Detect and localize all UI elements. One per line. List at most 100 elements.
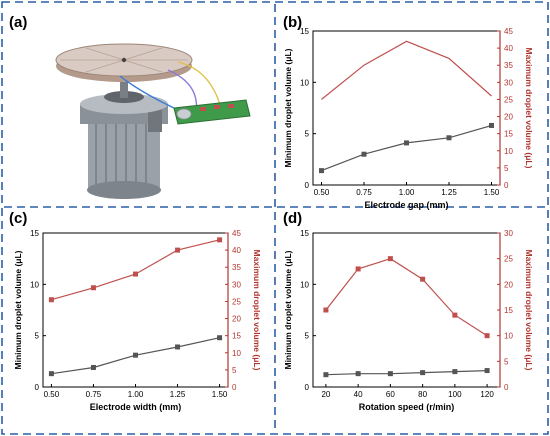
panel-b-x-tick-label: 0.75 <box>356 188 372 197</box>
panel-d-y-right-tick-label: 25 <box>504 255 513 264</box>
panel-c-y-left-tick-label: 10 <box>30 280 39 289</box>
panel-b-left-series-point <box>319 168 324 174</box>
panel-b-x-axis-label: Electrode gap (mm) <box>364 200 448 210</box>
panel-b-y-right-tick-label: 25 <box>504 95 513 104</box>
panel-d-left-series-point <box>323 372 329 378</box>
panel-d-y-right-tick-label: 30 <box>504 229 513 238</box>
panel-d-plot-frame <box>312 232 501 388</box>
panel-c-y-right-tick-label: 5 <box>232 366 237 375</box>
panel-b-left-series-point <box>361 151 367 157</box>
panel-d-left-series-point <box>387 371 393 377</box>
panel-c-right-series-point <box>175 247 181 253</box>
panel-b-label: (b) <box>283 14 302 31</box>
panel-c-y-right-axis-label: Maximum droplet volume (μL) <box>252 250 262 371</box>
panel-b-y-right-tick-label: 30 <box>504 78 513 87</box>
panel-d-left-series-point <box>355 371 361 377</box>
board-resistors <box>200 104 234 111</box>
motor-illustration <box>55 43 251 199</box>
panel-d-y-left-axis-label: Minimum droplet volume (μL) <box>283 250 293 369</box>
panel-d-right-series-point <box>323 307 329 313</box>
panel-b-y-right-tick-label: 45 <box>504 27 513 36</box>
panel-c-x-tick-label: 1.00 <box>128 390 144 399</box>
panel-d-y-left-tick-label: 0 <box>305 383 310 392</box>
panel-b-y-right-tick-label: 15 <box>504 130 513 139</box>
panel-b-y-right-tick-label: 40 <box>504 44 513 53</box>
panel-b-x-tick-label: 0.50 <box>314 188 330 197</box>
panel-b-y-left-tick-label: 5 <box>305 130 310 139</box>
panel-c-x-tick-label: 0.50 <box>44 390 60 399</box>
panel-c-left-series-point <box>90 364 96 370</box>
panel-b-y-right-tick-label: 5 <box>504 164 509 173</box>
panel-b-left-series-point <box>404 140 409 146</box>
panel-c-y-right-tick-label: 30 <box>232 280 241 289</box>
panel-b-y-left-axis-label: Minimum droplet volume (μL) <box>283 48 293 167</box>
panel-c-y-right-tick-label: 15 <box>232 332 241 341</box>
panel-d-y-right-axis-label: Maximum droplet volume (μL) <box>524 250 534 371</box>
panel-a-device-illustration: (a) <box>9 14 251 199</box>
panel-d-label: (d) <box>283 210 302 227</box>
panel-d-right-series-point <box>420 276 426 282</box>
panel-d-right-series-point <box>452 312 458 318</box>
panel-c-label: (c) <box>9 210 27 227</box>
panel-d-left-series-point <box>452 369 458 375</box>
panel-b-y-right-tick-label: 10 <box>504 147 513 156</box>
panel-c-y-right-tick-label: 40 <box>232 246 241 255</box>
panel-d-right-series-line <box>325 258 488 337</box>
panel-b-y-right-tick-label: 20 <box>504 113 513 122</box>
board-connector <box>176 108 192 120</box>
panel-c-chart: (c) 0.50 0.75 1.00 1.25 1.50 Electrode width … <box>9 210 262 412</box>
motor-top-face <box>80 94 168 114</box>
panel-c-y-right-tick-label: 0 <box>232 383 237 392</box>
motor-base <box>87 181 161 199</box>
panel-d-x-tick-label: 120 <box>480 390 494 399</box>
panel-d-left-series-line <box>325 370 488 376</box>
panel-b-right-series-line <box>321 40 492 100</box>
panel-b-y-left-tick-label: 10 <box>300 78 309 87</box>
panel-d-y-left-tick-label: 5 <box>305 332 310 341</box>
panel-c-y-left-tick-label: 15 <box>30 229 39 238</box>
panel-d-right-series-point <box>484 333 490 339</box>
panel-d-y-left-tick-label: 10 <box>300 280 309 289</box>
motor-shaft <box>120 75 128 98</box>
panel-c-y-right-tick-label: 35 <box>232 263 241 272</box>
panel-d-x-tick-label: 80 <box>418 390 427 399</box>
panel-c-plot-frame <box>42 232 229 388</box>
panel-d-x-tick-label: 40 <box>354 390 363 399</box>
panel-b-plot-frame <box>312 30 501 186</box>
panel-c-x-axis-label: Electrode width (mm) <box>90 402 182 412</box>
panel-b-y-right-axis-label: Maximum droplet volume (μL) <box>524 48 534 169</box>
panel-b-left-series-point <box>489 122 494 128</box>
panel-c-right-series-point <box>217 237 223 243</box>
panel-c-right-series-point <box>48 297 54 303</box>
panel-c-x-tick-label: 1.25 <box>170 390 186 399</box>
panel-b-y-left-tick-label: 0 <box>305 181 310 190</box>
panel-d-x-tick-label: 20 <box>321 390 330 399</box>
panel-b-left-series-line <box>321 124 492 172</box>
disk-center-pin <box>121 57 127 63</box>
panel-d-left-series-point <box>484 368 490 374</box>
panel-c-y-right-tick-label: 25 <box>232 297 241 306</box>
panel-d-left-series-point <box>420 370 426 376</box>
panel-c-right-series-point <box>90 285 96 291</box>
panel-c-left-series-point <box>217 335 223 341</box>
panel-c-x-tick-label: 0.75 <box>86 390 102 399</box>
panel-b-y-right-tick-label: 0 <box>504 181 509 190</box>
panel-c-right-series-point <box>133 271 138 277</box>
panel-a-label: (a) <box>9 14 27 31</box>
panel-d-y-right-tick-label: 20 <box>504 280 513 289</box>
panel-b-x-tick-label: 1.00 <box>399 188 415 197</box>
panel-c-left-series-point <box>133 352 138 358</box>
panel-c-y-right-tick-label: 10 <box>232 349 241 358</box>
motor-fins <box>95 122 147 188</box>
panel-b-y-left-tick-label: 15 <box>300 27 309 36</box>
panel-d-right-series-point <box>355 266 361 272</box>
panel-b-x-tick-label: 1.50 <box>484 188 500 197</box>
panel-d-y-left-tick-label: 15 <box>300 229 309 238</box>
panel-b-chart: (b) 0.50 0.75 1.00 1.25 1.50 Electrode gap (m… <box>283 14 534 210</box>
motor-terminal-box <box>148 106 162 132</box>
panel-c-y-right-tick-label: 45 <box>232 229 241 238</box>
